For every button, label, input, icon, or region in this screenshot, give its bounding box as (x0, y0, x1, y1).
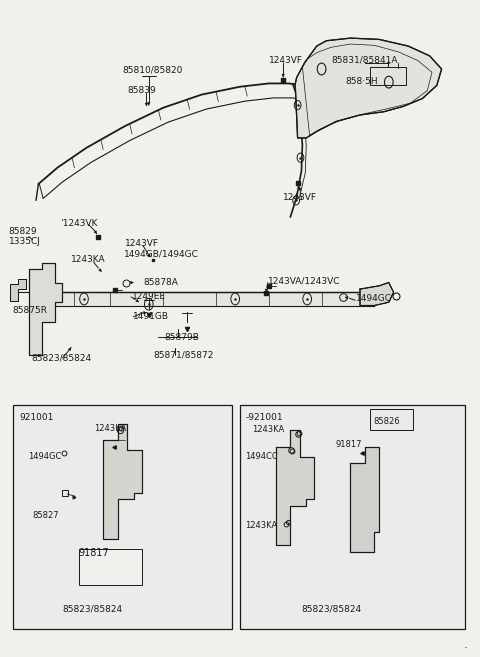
Bar (79, 549, 142, 585)
Text: 85823/85824: 85823/85824 (31, 353, 91, 363)
Text: 1335CJ: 1335CJ (9, 237, 40, 246)
Text: 1494GC: 1494GC (356, 294, 392, 304)
Text: 1243VF: 1243VF (283, 193, 317, 202)
Text: 1243KA: 1243KA (71, 255, 106, 264)
Polygon shape (276, 430, 314, 545)
Text: 85823/85824: 85823/85824 (62, 604, 122, 614)
Text: -921001: -921001 (246, 413, 283, 422)
Text: 85875R: 85875R (12, 306, 47, 315)
Text: 1249EE: 1249EE (132, 292, 166, 301)
Text: 85879B: 85879B (164, 332, 199, 342)
Text: 85871/85872: 85871/85872 (154, 350, 214, 359)
Text: 1243VA/1243VC: 1243VA/1243VC (268, 277, 340, 286)
Text: 85810/85820: 85810/85820 (122, 66, 183, 75)
Polygon shape (295, 38, 442, 138)
Bar (240, 405, 465, 629)
Bar (370, 67, 406, 85)
Text: 85829: 85829 (9, 227, 37, 236)
Text: 85839: 85839 (127, 86, 156, 95)
Text: 1243KA: 1243KA (94, 424, 126, 433)
Bar (13, 405, 232, 629)
Polygon shape (29, 263, 62, 355)
Text: 91817: 91817 (78, 548, 109, 558)
Polygon shape (360, 283, 394, 306)
Text: 85831/85841A: 85831/85841A (331, 56, 398, 65)
Text: .: . (464, 640, 468, 650)
Text: 921001: 921001 (19, 413, 54, 422)
Text: 85878A: 85878A (143, 278, 178, 287)
Text: 1494GB/1494GC: 1494GB/1494GC (124, 249, 199, 258)
Text: 85827: 85827 (33, 511, 59, 520)
Text: 858·5H: 858·5H (346, 77, 378, 86)
Polygon shape (103, 424, 142, 539)
Text: 85823/85824: 85823/85824 (301, 604, 361, 614)
Bar (370, 409, 413, 430)
Polygon shape (41, 292, 374, 306)
Text: 1494GC: 1494GC (28, 452, 61, 461)
Text: 91817: 91817 (336, 440, 362, 449)
Text: ’1243VK: ’1243VK (60, 219, 97, 228)
Text: 85826: 85826 (373, 417, 400, 426)
Text: 1491GB: 1491GB (133, 312, 169, 321)
Polygon shape (10, 279, 26, 301)
Text: 1494CC: 1494CC (245, 452, 277, 461)
Text: 1243KA: 1243KA (252, 424, 284, 434)
Text: 1243KA: 1243KA (245, 521, 277, 530)
Polygon shape (350, 447, 379, 552)
Text: 1243VF: 1243VF (269, 56, 303, 65)
Text: 1243VF: 1243VF (125, 238, 159, 248)
